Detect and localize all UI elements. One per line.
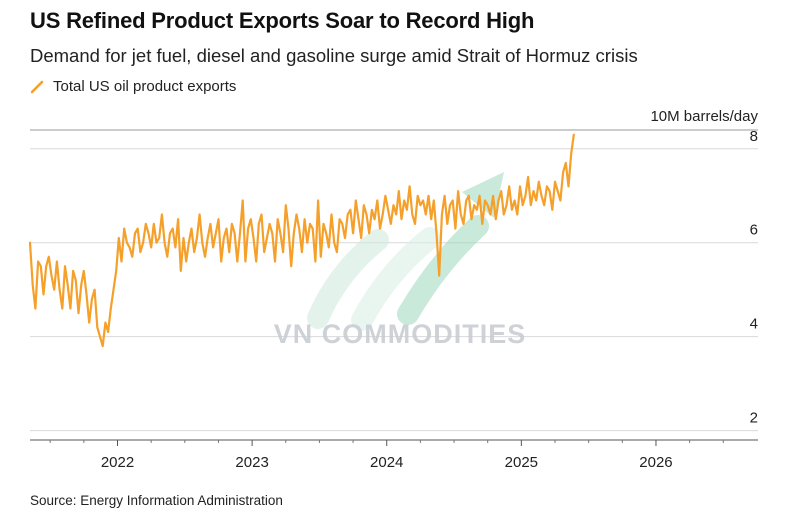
legend-swatch-icon [30, 80, 44, 94]
y-tick-label: 4 [750, 316, 758, 333]
watermark: VN COMMODITIES [274, 172, 527, 349]
x-tick-label: 2022 [101, 454, 134, 471]
y-tick-label: 2 [750, 410, 758, 427]
x-tick-label: 2023 [235, 454, 268, 471]
source-note: Source: Energy Information Administratio… [30, 493, 283, 508]
watermark-text: VN COMMODITIES [274, 319, 527, 349]
y-tick-label: 6 [750, 222, 758, 239]
legend-label: Total US oil product exports [53, 78, 237, 95]
series-line-total-us-oil-product-exports [28, 133, 575, 348]
y-axis-unit-label: 10M barrels/day [650, 108, 758, 125]
y-tick-label: 8 [750, 128, 758, 145]
watermark-logo-icon [307, 172, 504, 331]
grid-lines [30, 129, 758, 432]
series-layer [28, 133, 575, 348]
axes: 2 4 6 8 2022 2023 2024 2025 2026 [30, 128, 758, 471]
chart-title: US Refined Product Exports Soar to Recor… [30, 8, 535, 33]
x-tick-label: 2025 [505, 454, 538, 471]
x-tick-label: 2024 [370, 454, 403, 471]
legend: Total US oil product exports [30, 78, 236, 95]
chart-subtitle: Demand for jet fuel, diesel and gasoline… [30, 45, 638, 66]
x-tick-label: 2026 [639, 454, 672, 471]
